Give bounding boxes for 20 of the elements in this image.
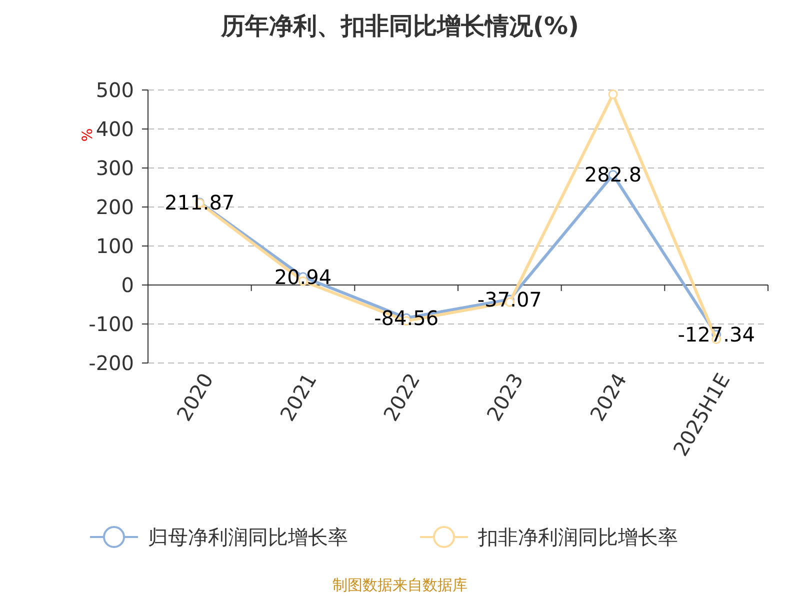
y-tick-label: -100 [88, 312, 134, 336]
legend-label: 归母净利润同比增长率 [148, 525, 348, 549]
y-tick-label: 0 [121, 273, 134, 297]
data-label: -127.34 [678, 322, 755, 347]
y-tick-label: 100 [96, 234, 134, 258]
y-tick-label: 300 [96, 156, 134, 180]
point [608, 90, 618, 100]
y-tick-label: -200 [88, 351, 134, 375]
y-axis-title: % [80, 128, 96, 142]
data-label: 20.94 [274, 264, 332, 289]
data-label: -84.56 [374, 306, 439, 330]
y-tick-label: 500 [96, 78, 134, 102]
legend-label: 扣非净利润同比增长率 [477, 525, 678, 549]
chart-title: 历年净利、扣非同比增长情况(%) [220, 12, 579, 40]
data-label: 282.8 [584, 162, 642, 187]
y-tick-label: 400 [96, 117, 134, 141]
text: 制图数据来自数据库 [332, 576, 468, 594]
data-label: -37.07 [477, 287, 542, 312]
data-label: 211.87 [164, 190, 235, 214]
y-tick-label: 200 [96, 195, 134, 219]
